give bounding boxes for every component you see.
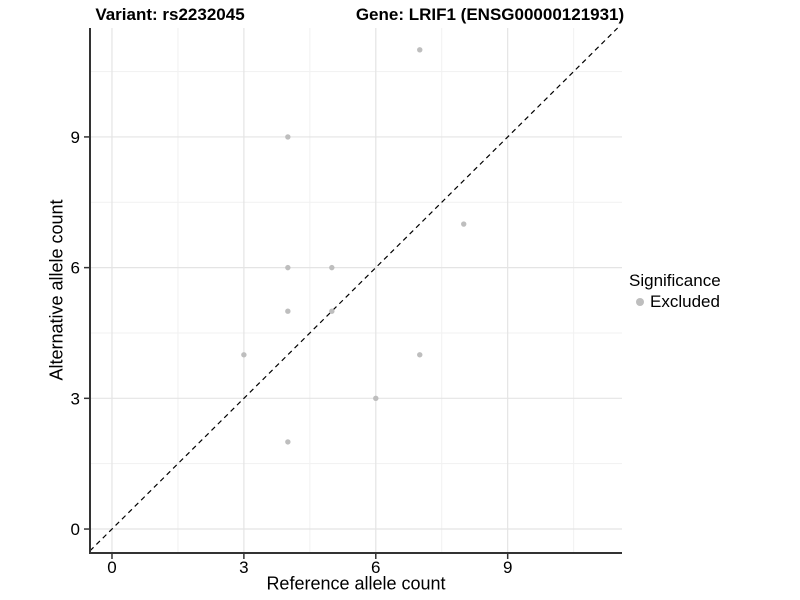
data-point (285, 264, 291, 271)
y-tick-label: 9 (71, 128, 80, 147)
y-tick-label: 3 (71, 389, 80, 408)
data-point (329, 264, 335, 271)
data-point (417, 47, 423, 53)
data-point (285, 308, 291, 314)
legend: Significance Excluded (629, 271, 721, 312)
legend-item-label: Excluded (650, 292, 720, 311)
y-tick-label: 6 (71, 259, 80, 278)
data-point (329, 308, 335, 314)
data-point (373, 395, 379, 402)
y-tick-label: 0 (71, 520, 80, 539)
x-tick-label: 3 (239, 558, 248, 577)
x-axis-title: Reference allele count (266, 573, 446, 594)
data-point (285, 439, 291, 445)
legend-item-excluded: Excluded (629, 292, 721, 312)
variant-title: Variant: rs2232045 (95, 5, 245, 24)
y-axis-title: Alternative allele count (46, 199, 67, 381)
legend-point-icon (636, 298, 644, 306)
data-point (461, 221, 467, 227)
x-tick-label: 9 (503, 558, 512, 577)
gene-title: Gene: LRIF1 (ENSG00000121931) (355, 5, 625, 24)
x-tick-label: 0 (107, 558, 116, 577)
legend-title: Significance (629, 271, 721, 290)
data-point (417, 352, 423, 358)
data-point (241, 352, 247, 358)
data-point (285, 134, 291, 140)
identity-line (89, 27, 619, 552)
x-tick-label: 6 (371, 558, 380, 577)
